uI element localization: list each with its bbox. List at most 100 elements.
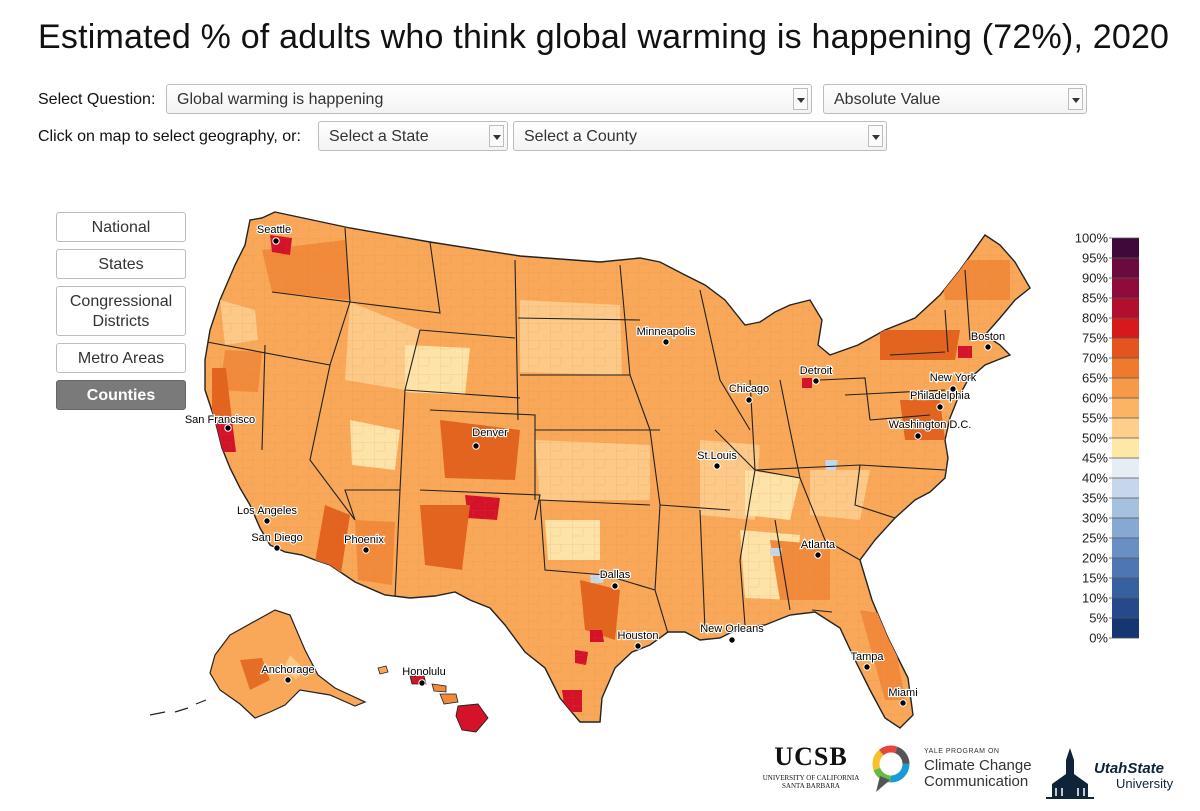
states-button[interactable]: States (56, 249, 186, 279)
city-label-atlanta: Atlanta (801, 539, 836, 551)
city-dot-new-york[interactable] (949, 385, 957, 393)
state-select[interactable]: Select a State (318, 121, 508, 151)
city-dot-phoenix[interactable] (362, 546, 370, 554)
color-legend: 100% 95% 90% 85% 80% 75% 70% 65% 60% 55% 50% 45% 40%… (1075, 231, 1139, 646)
city-label-dallas: Dallas (600, 569, 631, 581)
city-dot-san-diego[interactable] (273, 544, 281, 552)
city-label-boston: Boston (971, 331, 1005, 343)
legend-swatch (1112, 438, 1139, 459)
legend-swatch (1112, 378, 1139, 399)
city-dot-chicago[interactable] (745, 396, 753, 404)
legend-label: 70% (1082, 351, 1108, 366)
city-dot-washington-d-c[interactable] (914, 432, 922, 440)
question-select-value: Global warming is happening (177, 91, 384, 108)
legend-swatch (1112, 578, 1139, 599)
legend-label: 30% (1082, 511, 1108, 526)
legend-label: 10% (1082, 591, 1108, 606)
city-dot-dallas[interactable] (611, 582, 619, 590)
city-dot-honolulu[interactable] (418, 679, 426, 687)
legend-label: 65% (1082, 371, 1108, 386)
legend-swatch (1112, 538, 1139, 559)
hawaii-big-island[interactable] (455, 703, 489, 733)
legend-swatch (1112, 598, 1139, 619)
speech-bubble-icon (872, 745, 910, 792)
old-main-tower-icon (1046, 748, 1094, 799)
city-dot-st-louis[interactable] (713, 462, 721, 470)
hawaii-island-molokai[interactable] (431, 683, 447, 693)
legend-label: 60% (1082, 391, 1108, 406)
legend-label: 25% (1082, 531, 1108, 546)
hawaii[interactable]: Honolulu (377, 665, 489, 733)
legend-swatch (1112, 458, 1139, 479)
city-dot-minneapolis[interactable] (662, 338, 670, 346)
legend-label: 90% (1082, 271, 1108, 286)
legend-label: 80% (1082, 311, 1108, 326)
city-label-san-diego: San Diego (251, 532, 302, 544)
question-select[interactable]: Global warming is happening (166, 84, 812, 114)
city-dot-houston[interactable] (634, 642, 642, 650)
city-label-san-francisco: San Francisco (185, 414, 255, 426)
congressional-districts-button[interactable]: Congressional Districts (56, 286, 186, 336)
city-dot-san-francisco[interactable] (224, 424, 232, 432)
mainland-us[interactable]: Seattle San Francisco Los Angeles San Diego… (184, 205, 1040, 730)
city-label-new-york: New York (930, 372, 977, 384)
legend-label: 85% (1082, 291, 1108, 306)
usu-logo: UtahState University (1042, 744, 1182, 802)
city-label-denver: Denver (472, 427, 508, 439)
city-dot-denver[interactable] (472, 442, 480, 450)
legend-label: 50% (1082, 431, 1108, 446)
chevron-down-icon (1068, 88, 1083, 110)
counties-button[interactable]: Counties (56, 380, 186, 410)
legend-swatch (1112, 338, 1139, 359)
city-label-los-angeles: Los Angeles (237, 505, 297, 517)
county-select[interactable]: Select a County (513, 121, 887, 151)
legend-swatch (1112, 398, 1139, 419)
city-dot-los-angeles[interactable] (263, 517, 271, 525)
city-label-chicago: Chicago (729, 383, 769, 395)
city-label-tampa: Tampa (850, 651, 884, 663)
legend-swatch (1112, 258, 1139, 279)
legend-swatch (1112, 278, 1139, 299)
city-dot-atlanta[interactable] (814, 551, 822, 559)
state-select-value: Select a State (329, 128, 429, 145)
legend-label: 95% (1082, 251, 1108, 266)
city-markers: Seattle San Francisco Los Angeles San Diego… (184, 223, 1006, 707)
city-dot-tampa[interactable] (863, 663, 871, 671)
legend-swatch (1112, 478, 1139, 499)
city-dot-miami[interactable] (899, 699, 907, 707)
hawaii-island-kauai[interactable] (377, 665, 389, 675)
legend-swatch (1112, 418, 1139, 439)
ucsb-logo: UCSB UNIVERSITY OF CALIFORNIA SANTA BARB… (756, 742, 866, 802)
legend-label: 55% (1082, 411, 1108, 426)
city-label-philadelphia: Philadelphia (910, 390, 971, 402)
county-select-value: Select a County (524, 128, 637, 145)
legend-label: 100% (1075, 231, 1109, 246)
hawaii-island-maui[interactable] (439, 693, 459, 705)
legend-swatch (1112, 618, 1139, 639)
usu-logo-line2: University (1116, 776, 1174, 791)
legend-label: 20% (1082, 551, 1108, 566)
chevron-down-icon (868, 125, 883, 147)
legend-swatch (1112, 318, 1139, 339)
city-dot-seattle[interactable] (272, 237, 280, 245)
city-dot-anchorage[interactable] (284, 676, 292, 684)
ucsb-logo-sub1: UNIVERSITY OF CALIFORNIA (762, 774, 860, 782)
ucsb-logo-name: UCSB (774, 742, 848, 771)
page-title: Estimated % of adults who think global w… (38, 18, 1170, 56)
measure-select[interactable]: Absolute Value (823, 84, 1087, 114)
metro-areas-button[interactable]: Metro Areas (56, 343, 186, 373)
city-dot-philadelphia[interactable] (936, 403, 944, 411)
state-borders (206, 227, 971, 641)
alaska[interactable]: Anchorage (149, 609, 367, 719)
city-dot-detroit[interactable] (812, 377, 820, 385)
legend-label: 35% (1082, 491, 1108, 506)
city-dot-boston[interactable] (984, 343, 992, 351)
city-label-phoenix: Phoenix (344, 534, 384, 546)
city-dot-new-orleans[interactable] (728, 636, 736, 644)
alaska-dark-region (240, 658, 270, 690)
national-button[interactable]: National (56, 212, 186, 242)
aleutian-islands (149, 699, 207, 716)
legend-swatch (1112, 518, 1139, 539)
yale-climate-logo: YALE PROGRAM ON Climate Change Communica… (870, 740, 1045, 802)
